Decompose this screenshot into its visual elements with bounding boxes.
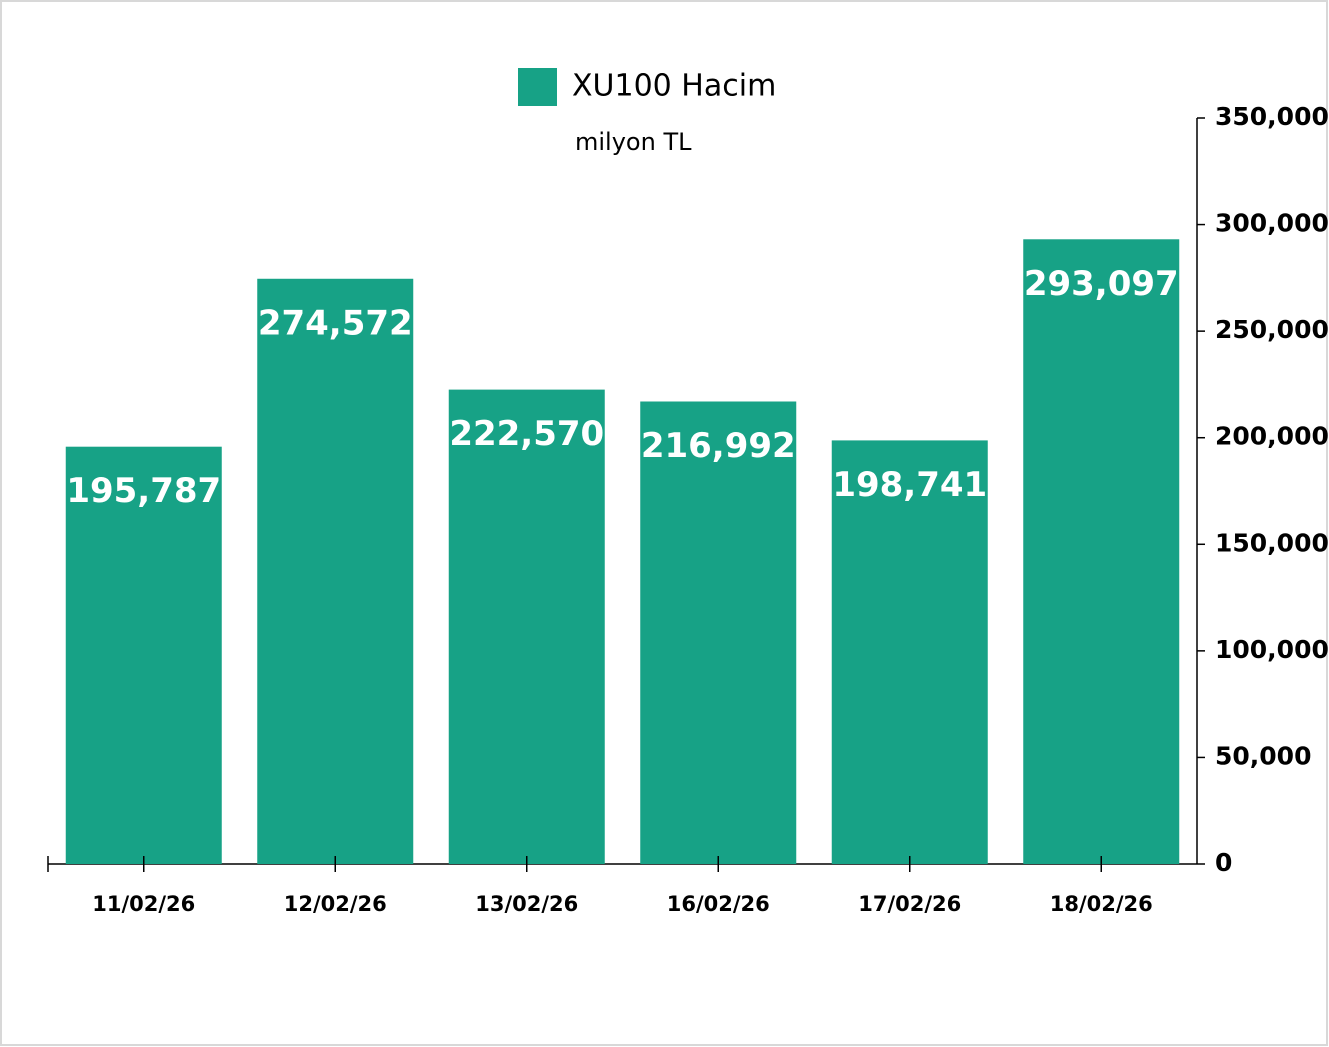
x-tick-label: 18/02/26 [1050, 892, 1153, 916]
chart-subtitle: milyon TL [575, 128, 692, 156]
bar [1023, 239, 1180, 865]
data-label: 216,992 [641, 426, 796, 466]
y-tick-label: 300,000 [1215, 209, 1329, 238]
data-label: 195,787 [66, 471, 221, 511]
x-tick-label: 12/02/26 [284, 892, 387, 916]
y-tick-label: 250,000 [1215, 315, 1329, 344]
y-tick-label: 50,000 [1215, 741, 1311, 770]
x-tick-label: 11/02/26 [92, 892, 195, 916]
y-tick-label: 350,000 [1215, 102, 1329, 131]
bar [448, 389, 605, 864]
x-tick-label: 16/02/26 [667, 892, 770, 916]
legend-swatch [518, 68, 557, 106]
data-label: 222,570 [449, 414, 604, 454]
data-label: 198,741 [832, 465, 987, 505]
bar [640, 401, 797, 864]
x-tick-label: 13/02/26 [475, 892, 578, 916]
bar [65, 446, 222, 864]
bar [831, 440, 988, 864]
data-label: 274,572 [258, 303, 413, 343]
y-tick-label: 200,000 [1215, 422, 1329, 451]
y-tick-label: 0 [1215, 848, 1232, 877]
legend-label: XU100 Hacim [572, 69, 776, 104]
y-tick-label: 100,000 [1215, 635, 1329, 664]
data-label: 293,097 [1024, 264, 1179, 304]
x-tick-label: 17/02/26 [858, 892, 961, 916]
y-tick-label: 150,000 [1215, 528, 1329, 557]
bar [257, 278, 414, 864]
